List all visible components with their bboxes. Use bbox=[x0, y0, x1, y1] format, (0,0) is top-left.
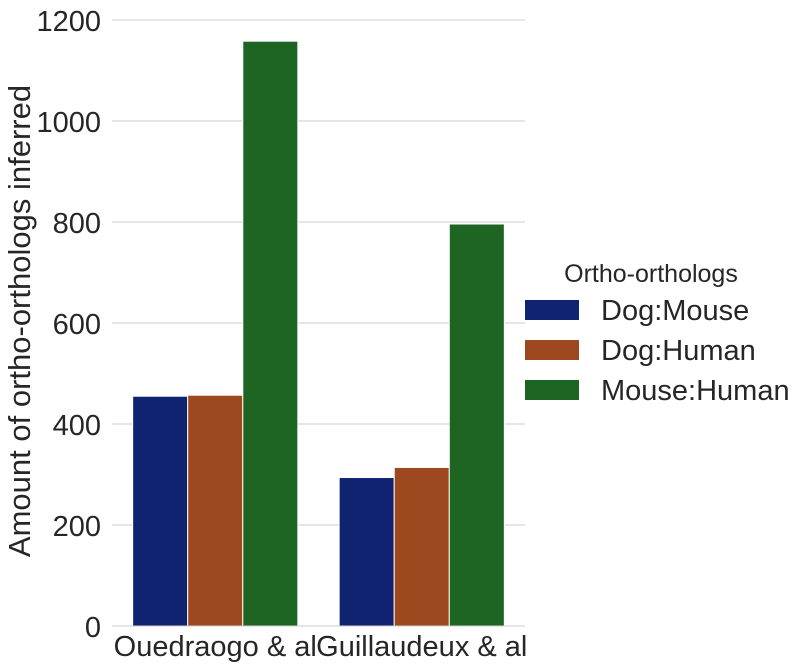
bar-mouse-human-1 bbox=[448, 223, 505, 627]
y-tick-label: 800 bbox=[53, 208, 101, 240]
legend-label: Dog:Mouse bbox=[601, 295, 749, 327]
legend-label: Mouse:Human bbox=[601, 375, 790, 407]
x-tick-labels: Ouedraogo & al Guillaudeux & al bbox=[114, 631, 528, 663]
bars bbox=[132, 40, 505, 627]
legend-title: Ortho-orthologs bbox=[564, 260, 738, 288]
y-tick-labels: 0 200 400 600 800 1000 1200 bbox=[36, 6, 101, 644]
y-tick-label: 1000 bbox=[36, 107, 101, 139]
y-tick-label: 200 bbox=[53, 511, 101, 543]
y-tick-label: 600 bbox=[53, 309, 101, 341]
y-tick-label: 0 bbox=[85, 612, 101, 644]
legend-label: Dog:Human bbox=[601, 335, 756, 367]
y-tick-label: 1200 bbox=[36, 6, 101, 38]
bar-mouse-human-0 bbox=[242, 40, 299, 627]
bar-dog-human-1 bbox=[393, 466, 450, 627]
legend-swatch bbox=[525, 380, 579, 400]
y-tick-label: 400 bbox=[53, 410, 101, 442]
legend: Ortho-orthologs Dog:Mouse Dog:Human Mouse:… bbox=[525, 260, 790, 407]
legend-swatch bbox=[525, 300, 579, 320]
y-axis-label: Amount of ortho-orthologs inferred bbox=[2, 85, 37, 557]
bar-dog-mouse-1 bbox=[338, 477, 395, 627]
bar-dog-human-0 bbox=[187, 394, 244, 627]
x-tick-label: Ouedraogo & al bbox=[114, 631, 317, 663]
x-tick-label: Guillaudeux & al bbox=[316, 631, 527, 663]
bar-dog-mouse-0 bbox=[132, 395, 189, 627]
legend-swatch bbox=[525, 340, 579, 360]
